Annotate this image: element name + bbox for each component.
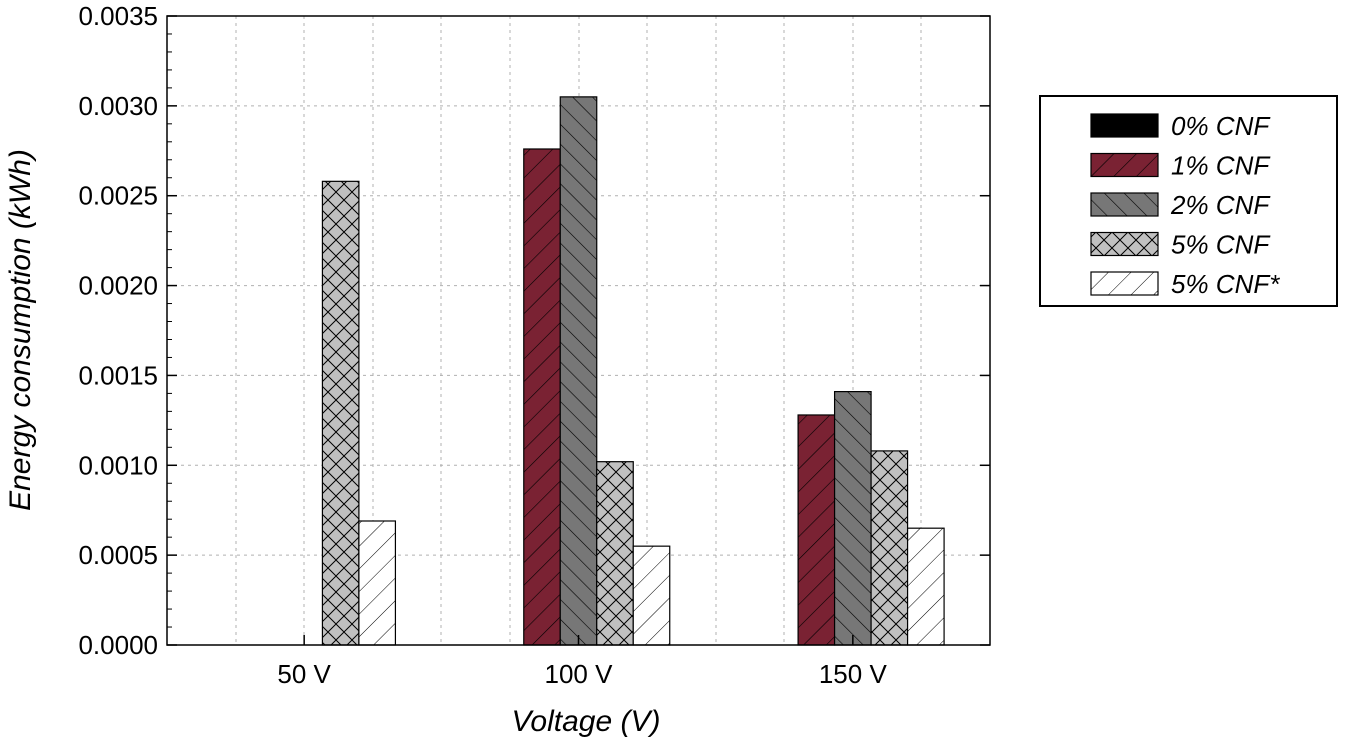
bar-hatch — [633, 546, 670, 645]
bar-hatch — [523, 148, 561, 645]
x-axis: 50 V 100 V 150 V — [277, 635, 887, 689]
legend-swatch-outline — [1090, 271, 1159, 296]
legend-swatch-hatch — [1091, 193, 1158, 216]
y-tick-label: 0.0035 — [78, 1, 158, 31]
y-tick-label: 0.0000 — [78, 630, 158, 660]
x-axis-title: Voltage (V) — [512, 705, 661, 738]
y-tick-label: 0.0025 — [78, 181, 158, 211]
x-tick-label: 50 V — [277, 659, 331, 689]
legend-item: 2% CNF — [1090, 190, 1271, 220]
bar — [596, 461, 634, 646]
y-tick-label: 0.0010 — [78, 450, 158, 480]
bar — [632, 545, 671, 646]
legend-item: 0% CNF — [1090, 111, 1271, 141]
legend-swatch-hatch — [1091, 272, 1158, 295]
y-axis: 0.0000 0.0005 0.0010 0.0015 0.0020 0.0025 0.00… — [78, 1, 990, 660]
x-tick-label: 100 V — [545, 659, 614, 689]
legend-swatch-outline — [1090, 231, 1159, 257]
legend-label: 0% CNF — [1171, 111, 1271, 141]
legend-swatch-outline — [1090, 113, 1159, 138]
bar — [833, 391, 872, 646]
bar-hatch — [798, 414, 835, 645]
bar-hatch — [596, 461, 634, 645]
legend-item: 1% CNF — [1090, 151, 1271, 181]
legend-label: 5% CNF* — [1171, 269, 1280, 299]
legend-item: 5% CNF* — [1090, 269, 1280, 299]
bar — [870, 450, 909, 646]
legend-swatch-hatch — [1091, 232, 1158, 256]
bar-hatch — [322, 181, 359, 645]
legend: 0% CNF 1% CNF 2% CNF 5% CNF 5% CNF* — [1039, 95, 1338, 307]
bar — [321, 180, 360, 646]
bar — [797, 414, 836, 646]
bars — [321, 96, 945, 646]
legend-label: 2% CNF — [1170, 190, 1271, 220]
bar — [906, 527, 945, 646]
legend-swatch-outline — [1090, 192, 1159, 217]
bar-hatch — [871, 450, 908, 645]
legend-swatch-hatch — [1091, 153, 1158, 177]
y-tick-label: 0.0020 — [78, 271, 158, 301]
y-axis-title: Energy consumption (kWh) — [4, 149, 37, 511]
bar — [358, 520, 397, 646]
bar — [559, 96, 598, 646]
bar-hatch — [907, 528, 945, 645]
y-tick-label: 0.0030 — [78, 91, 158, 121]
legend-box — [1039, 95, 1338, 307]
legend-swatch — [1091, 114, 1158, 137]
legend-label: 1% CNF — [1171, 151, 1271, 181]
y-tick-label: 0.0005 — [78, 540, 158, 570]
legend-swatch-outline — [1090, 152, 1159, 178]
bar — [523, 148, 561, 646]
y-tick-label: 0.0015 — [78, 360, 158, 390]
legend-item: 5% CNF — [1090, 230, 1271, 260]
bar-hatch — [358, 520, 396, 645]
bar-hatch — [560, 96, 597, 645]
bar-hatch — [834, 391, 872, 645]
x-tick-label: 150 V — [819, 659, 888, 689]
legend-label: 5% CNF — [1171, 230, 1271, 260]
